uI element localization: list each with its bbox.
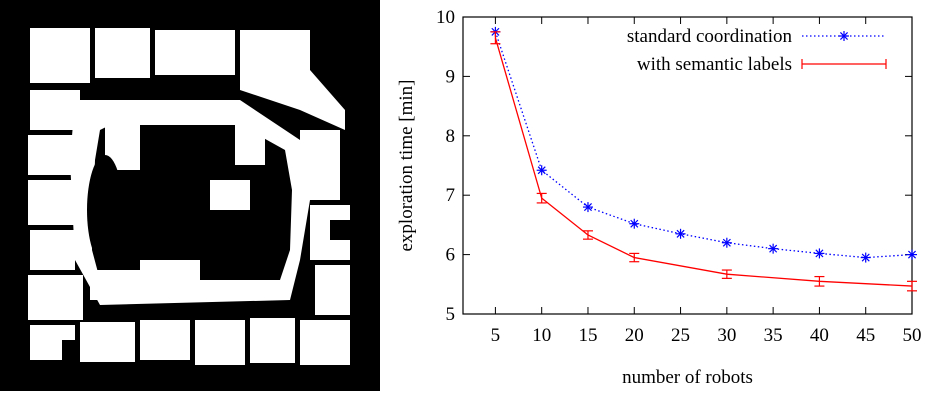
data-point [814,248,825,259]
x-tick-label: 20 [625,325,644,346]
y-tick-label: 5 [446,304,456,325]
legend-label-with-semantic-labels: with semantic labels [637,54,792,75]
x-tick-label: 40 [810,325,829,346]
x-axis-ticks: 5 10 15 20 25 30 35 40 45 50 [491,17,922,346]
data-point [768,243,779,254]
data-point [907,280,917,292]
data-point [814,275,825,287]
data-point [629,218,640,229]
occupancy-map-panel [0,0,380,396]
series-layer [490,26,917,292]
legend-sample-with-semantic-labels [801,59,887,69]
data-point [490,31,501,45]
x-tick-label: 45 [856,325,875,346]
legend-sample-standard-coordination [802,31,886,41]
plot-area [462,16,913,315]
x-tick-label: 5 [491,325,501,346]
x-tick-label: 30 [717,325,736,346]
data-point [860,252,871,263]
x-axis-title: number of robots [622,367,753,388]
data-point [536,165,547,176]
series-with-semantic-labels [490,31,917,292]
y-tick-label: 10 [436,7,455,28]
y-tick-label: 9 [446,66,456,87]
x-tick-label: 35 [764,325,783,346]
plot-frame [462,16,913,315]
data-point [582,230,593,240]
x-tick-label: 10 [532,325,551,346]
x-tick-label: 15 [578,325,597,346]
data-point [721,237,732,248]
map-obstacles [62,140,350,360]
data-point [907,249,917,260]
series-line [494,37,913,287]
y-tick-label: 7 [446,185,456,206]
series-line [494,31,913,259]
y-axis-title: exploration time [min] [396,79,417,251]
legend-label-standard-coordination: standard coordination [627,26,793,47]
data-point [629,252,640,263]
y-axis-ticks: 5 6 7 8 9 10 [436,7,912,325]
legend: standard coordination with semantic labe… [627,26,887,75]
data-point [675,228,686,239]
exploration-time-chart: 5 6 7 8 9 10 5 10 15 20 25 30 35 40 45 50 number of ro… [396,7,922,388]
y-tick-label: 8 [446,126,456,147]
data-point [721,269,732,279]
x-tick-label: 50 [903,325,922,346]
data-point [582,202,593,213]
y-tick-label: 6 [446,245,456,266]
chart-panel: 5 6 7 8 9 10 5 10 15 20 25 30 35 40 45 50 number of ro… [390,0,929,396]
x-tick-label: 25 [671,325,690,346]
occupancy-map-image [0,0,380,391]
data-point [536,192,547,204]
